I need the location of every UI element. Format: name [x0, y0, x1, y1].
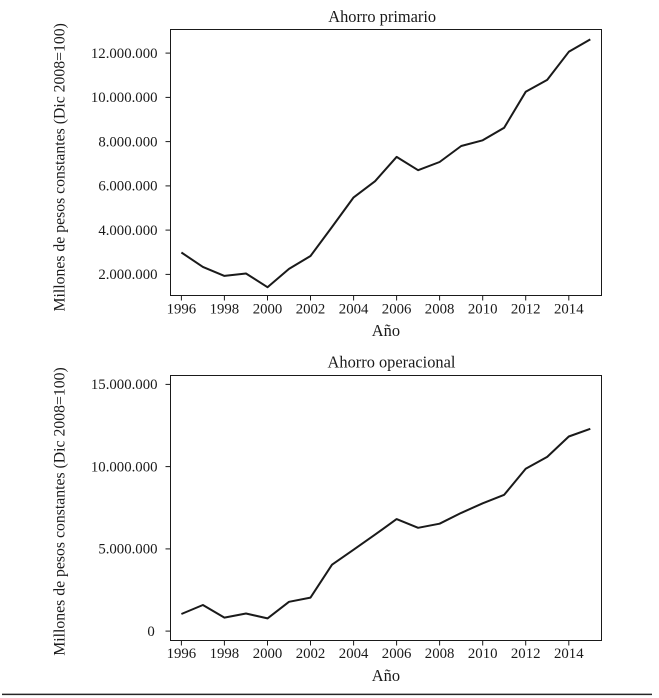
svg-text:Millones de pesos constantes (: Millones de pesos constantes (Dic 2008=1…: [52, 23, 69, 311]
svg-text:2004: 2004: [339, 646, 369, 662]
svg-text:Ahorro operacional: Ahorro operacional: [328, 353, 456, 372]
svg-text:2008: 2008: [425, 646, 455, 662]
svg-text:2006: 2006: [382, 646, 412, 662]
svg-text:2004: 2004: [339, 302, 369, 318]
svg-text:2.000.000: 2.000.000: [98, 267, 157, 283]
svg-text:2014: 2014: [554, 646, 584, 662]
svg-text:8.000.000: 8.000.000: [98, 134, 157, 150]
svg-text:1998: 1998: [210, 302, 240, 318]
svg-text:2002: 2002: [296, 302, 326, 318]
svg-text:2002: 2002: [296, 646, 326, 662]
svg-text:10.000.000: 10.000.000: [91, 90, 158, 106]
svg-text:2012: 2012: [511, 302, 541, 318]
svg-text:2014: 2014: [554, 302, 584, 318]
svg-text:0: 0: [147, 624, 154, 640]
svg-text:12.000.000: 12.000.000: [91, 46, 158, 62]
svg-text:2010: 2010: [468, 646, 498, 662]
svg-text:6.000.000: 6.000.000: [98, 179, 157, 195]
svg-text:1996: 1996: [167, 646, 197, 662]
svg-text:5.000.000: 5.000.000: [98, 542, 157, 558]
svg-text:2012: 2012: [511, 646, 541, 662]
svg-text:Millones de pesos constantes (: Millones de pesos constantes (Dic 2008=1…: [52, 367, 69, 655]
svg-text:1998: 1998: [210, 646, 240, 662]
svg-text:2006: 2006: [382, 302, 412, 318]
svg-text:Año: Año: [372, 321, 400, 340]
svg-text:Año: Año: [372, 666, 400, 685]
svg-text:2000: 2000: [253, 302, 283, 318]
svg-text:2010: 2010: [468, 302, 498, 318]
svg-text:Ahorro primario: Ahorro primario: [328, 7, 436, 26]
svg-text:15.000.000: 15.000.000: [91, 377, 158, 393]
svg-text:2008: 2008: [425, 302, 455, 318]
svg-text:1996: 1996: [167, 302, 197, 318]
svg-text:10.000.000: 10.000.000: [91, 459, 158, 475]
svg-text:4.000.000: 4.000.000: [98, 223, 157, 239]
svg-text:2000: 2000: [253, 646, 283, 662]
